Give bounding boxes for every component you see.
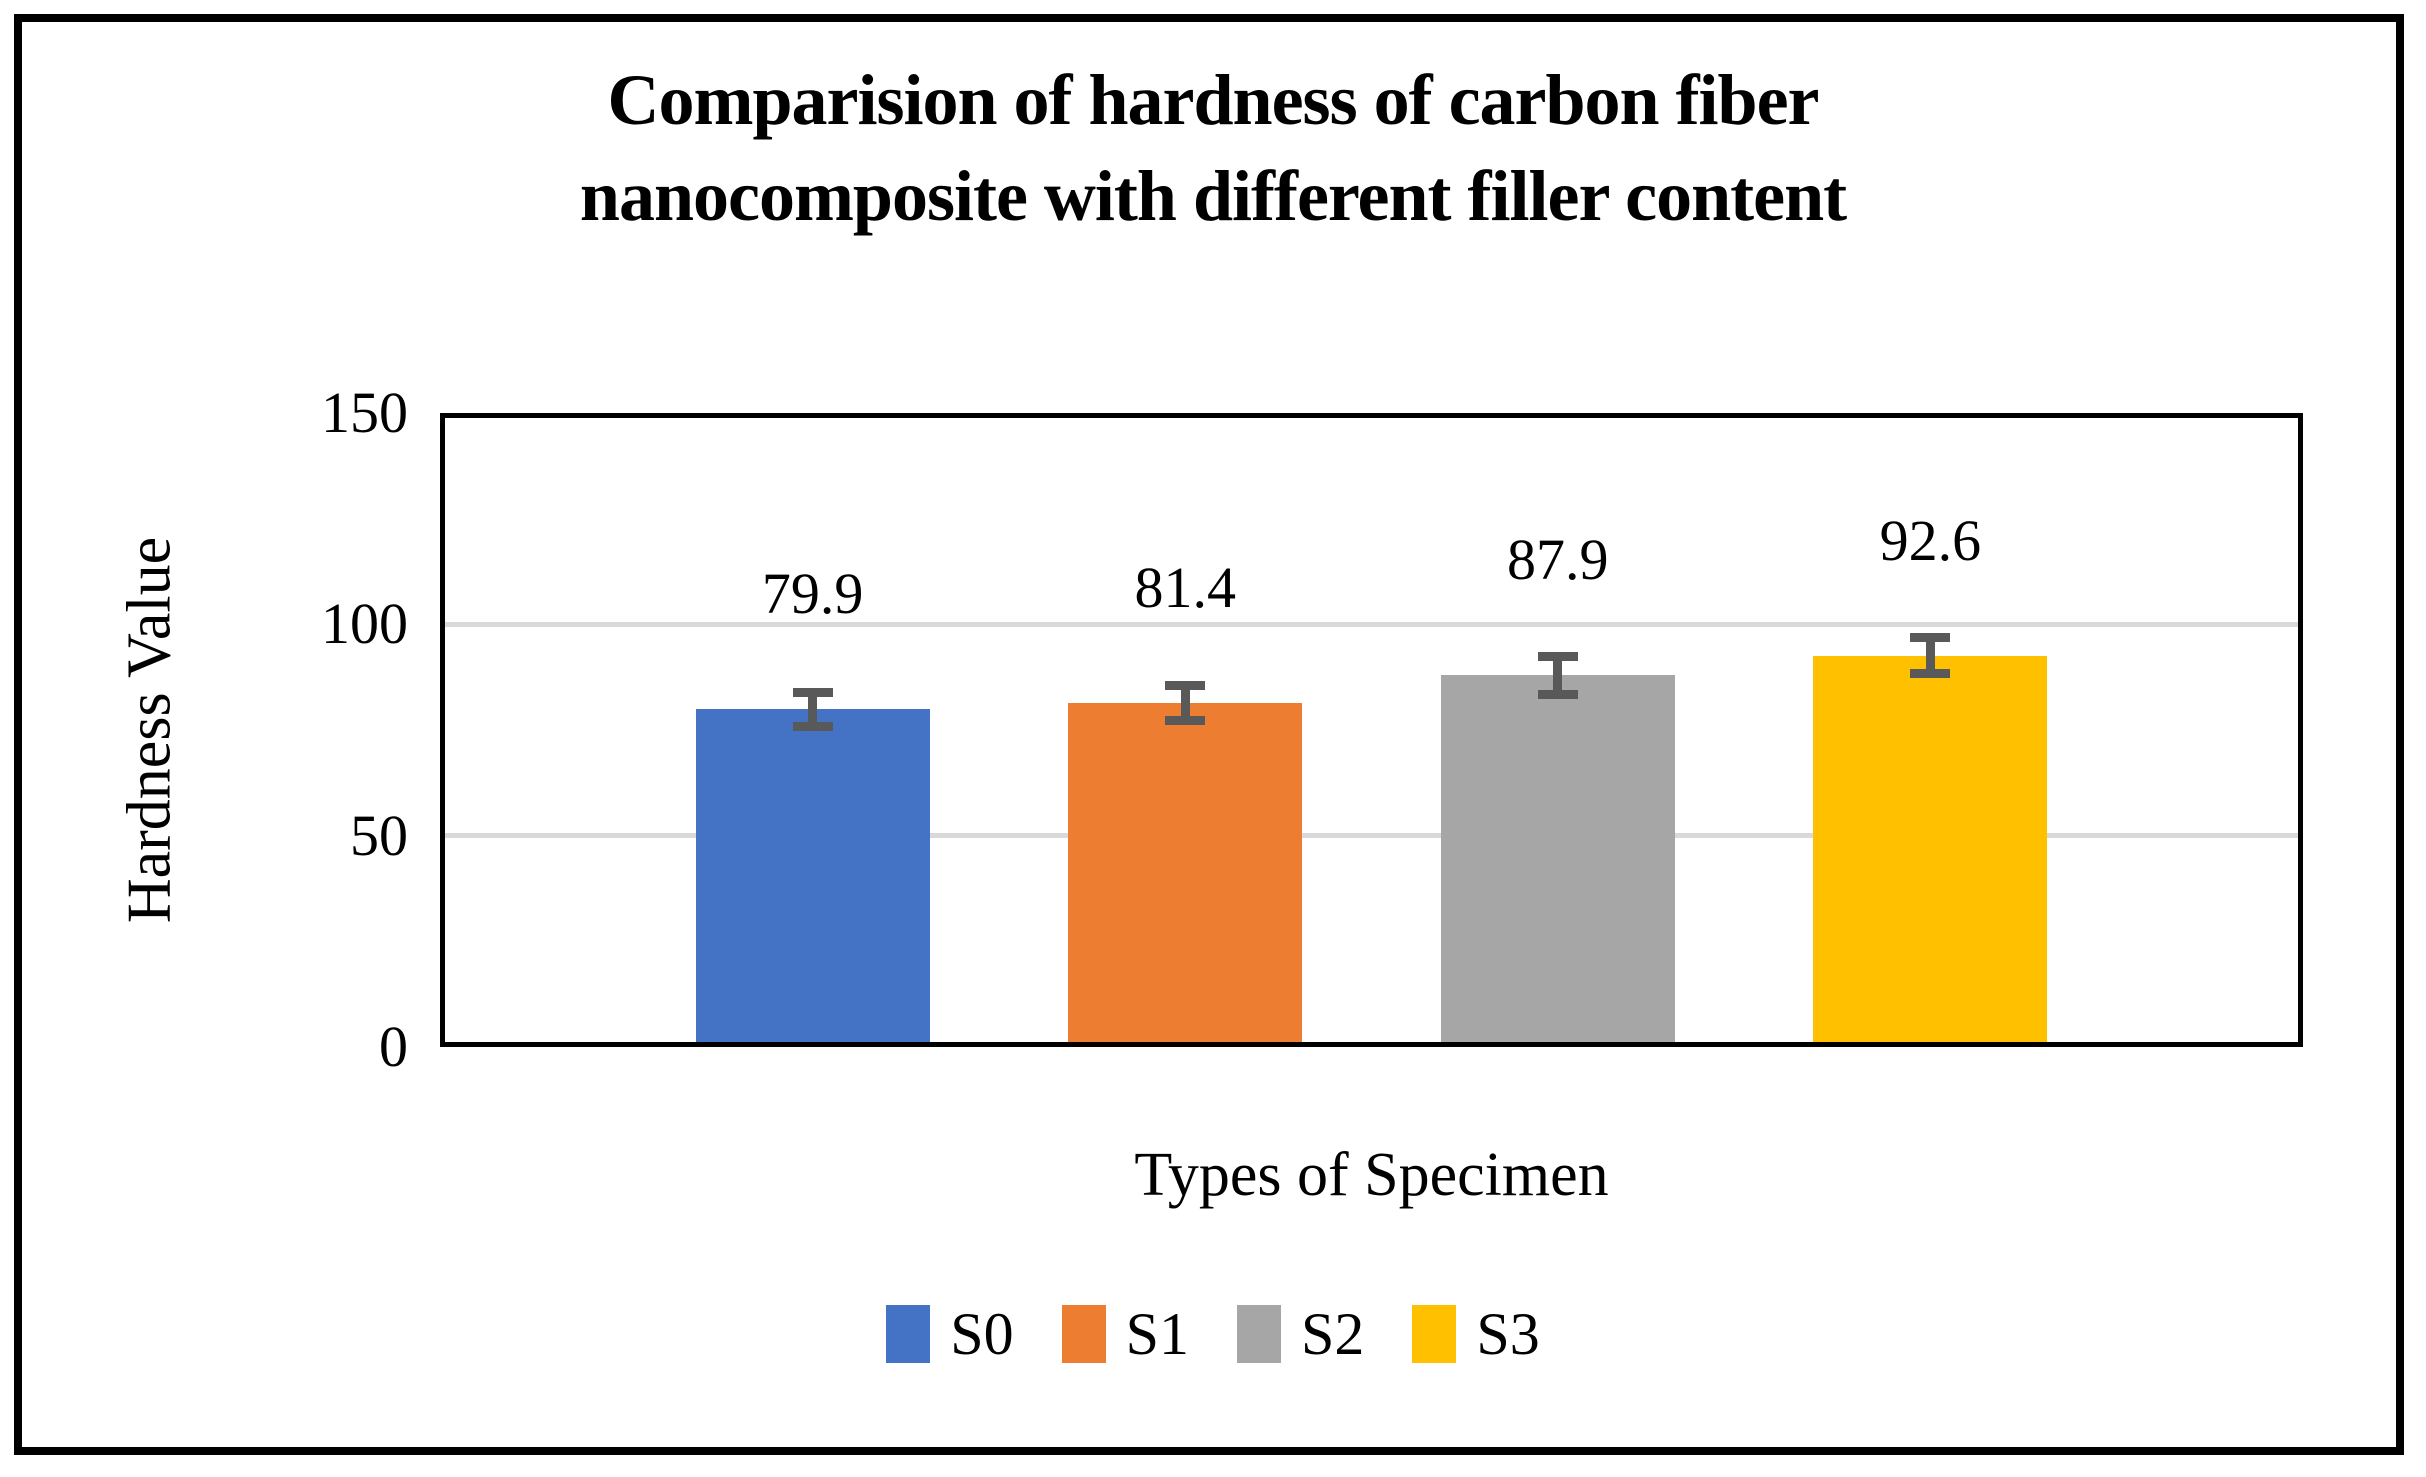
error-bar-cap (792, 687, 833, 697)
gridline (440, 621, 2303, 627)
plot-area-border (440, 413, 2303, 1047)
error-bar-cap (792, 721, 833, 731)
error-bar-cap (1165, 681, 1206, 691)
legend: S0 S1 S2 S3 (0, 1300, 2426, 1368)
error-bar-line (1180, 685, 1190, 721)
legend-swatch-s1 (1061, 1305, 1106, 1363)
y-tick-label: 50 (350, 802, 408, 868)
error-bar-cap (1165, 715, 1206, 725)
y-tick-label: 0 (379, 1014, 408, 1079)
error-bar-line (1553, 656, 1563, 695)
legend-item-s2: S2 (1237, 1300, 1364, 1368)
bar-s3 (1813, 655, 2048, 1047)
legend-swatch-s3 (1412, 1305, 1457, 1363)
legend-swatch-s2 (1237, 1305, 1281, 1363)
error-bar-cap (1910, 632, 1951, 642)
bar-s2 (1440, 675, 1675, 1047)
chart-title: Comparision of hardness of carbon fiber … (0, 52, 2426, 244)
error-bar-cap (1537, 689, 1578, 699)
gridline (440, 833, 2303, 839)
bar-value-label: 79.9 (761, 561, 864, 627)
bar-value-label: 87.9 (1507, 527, 1609, 593)
legend-label: S2 (1301, 1301, 1365, 1367)
x-axis-title: Types of Specimen (1134, 1141, 1609, 1209)
legend-label: S3 (1476, 1301, 1540, 1367)
legend-label: S1 (1125, 1301, 1189, 1367)
bar-value-label: 81.4 (1134, 554, 1236, 620)
error-bar-cap (1910, 669, 1951, 679)
legend-item-s0: S0 (886, 1300, 1014, 1368)
chart-border-frame (14, 14, 2404, 1455)
legend-swatch-s0 (886, 1305, 931, 1363)
y-tick-label: 100 (321, 591, 408, 657)
error-bar-cap (1537, 652, 1578, 662)
legend-item-s3: S3 (1412, 1300, 1540, 1368)
bar-s0 (695, 709, 930, 1047)
legend-label: S0 (950, 1301, 1014, 1367)
chart-title-line-1: Comparision of hardness of carbon fiber (607, 60, 1819, 140)
error-bar-line (808, 692, 818, 727)
y-tick-label: 150 (321, 380, 408, 445)
error-bar-line (1925, 637, 1935, 674)
legend-item-s1: S1 (1061, 1300, 1189, 1368)
chart-title-line-2: nanocomposite with different filler cont… (579, 156, 1847, 236)
bar-s1 (1068, 702, 1303, 1047)
bar-value-label: 92.6 (1879, 507, 1982, 573)
